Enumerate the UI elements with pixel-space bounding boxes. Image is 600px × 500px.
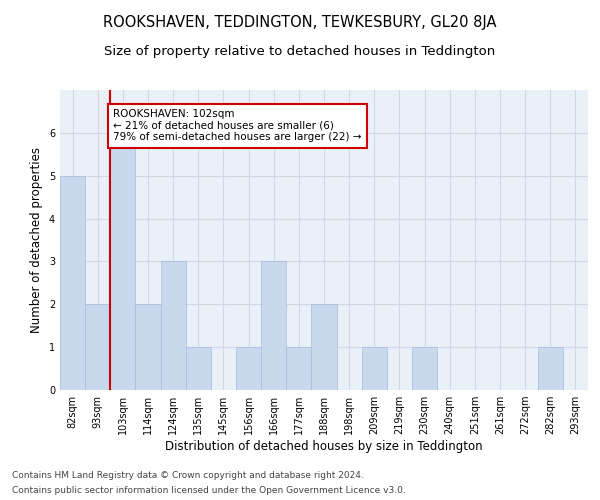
Bar <box>412 347 437 390</box>
Bar <box>286 347 311 390</box>
Text: ROOKSHAVEN: 102sqm
← 21% of detached houses are smaller (6)
79% of semi-detached: ROOKSHAVEN: 102sqm ← 21% of detached hou… <box>113 110 361 142</box>
Text: Size of property relative to detached houses in Teddington: Size of property relative to detached ho… <box>104 45 496 58</box>
Bar <box>85 304 110 390</box>
Text: ROOKSHAVEN, TEDDINGTON, TEWKESBURY, GL20 8JA: ROOKSHAVEN, TEDDINGTON, TEWKESBURY, GL20… <box>103 15 497 30</box>
Bar <box>136 304 161 390</box>
Bar <box>110 133 136 390</box>
Bar <box>186 347 211 390</box>
X-axis label: Distribution of detached houses by size in Teddington: Distribution of detached houses by size … <box>165 440 483 453</box>
Bar <box>161 262 186 390</box>
Bar <box>236 347 261 390</box>
Bar <box>311 304 337 390</box>
Bar <box>261 262 286 390</box>
Bar <box>362 347 387 390</box>
Bar <box>60 176 85 390</box>
Text: Contains public sector information licensed under the Open Government Licence v3: Contains public sector information licen… <box>12 486 406 495</box>
Bar <box>538 347 563 390</box>
Y-axis label: Number of detached properties: Number of detached properties <box>31 147 43 333</box>
Text: Contains HM Land Registry data © Crown copyright and database right 2024.: Contains HM Land Registry data © Crown c… <box>12 471 364 480</box>
